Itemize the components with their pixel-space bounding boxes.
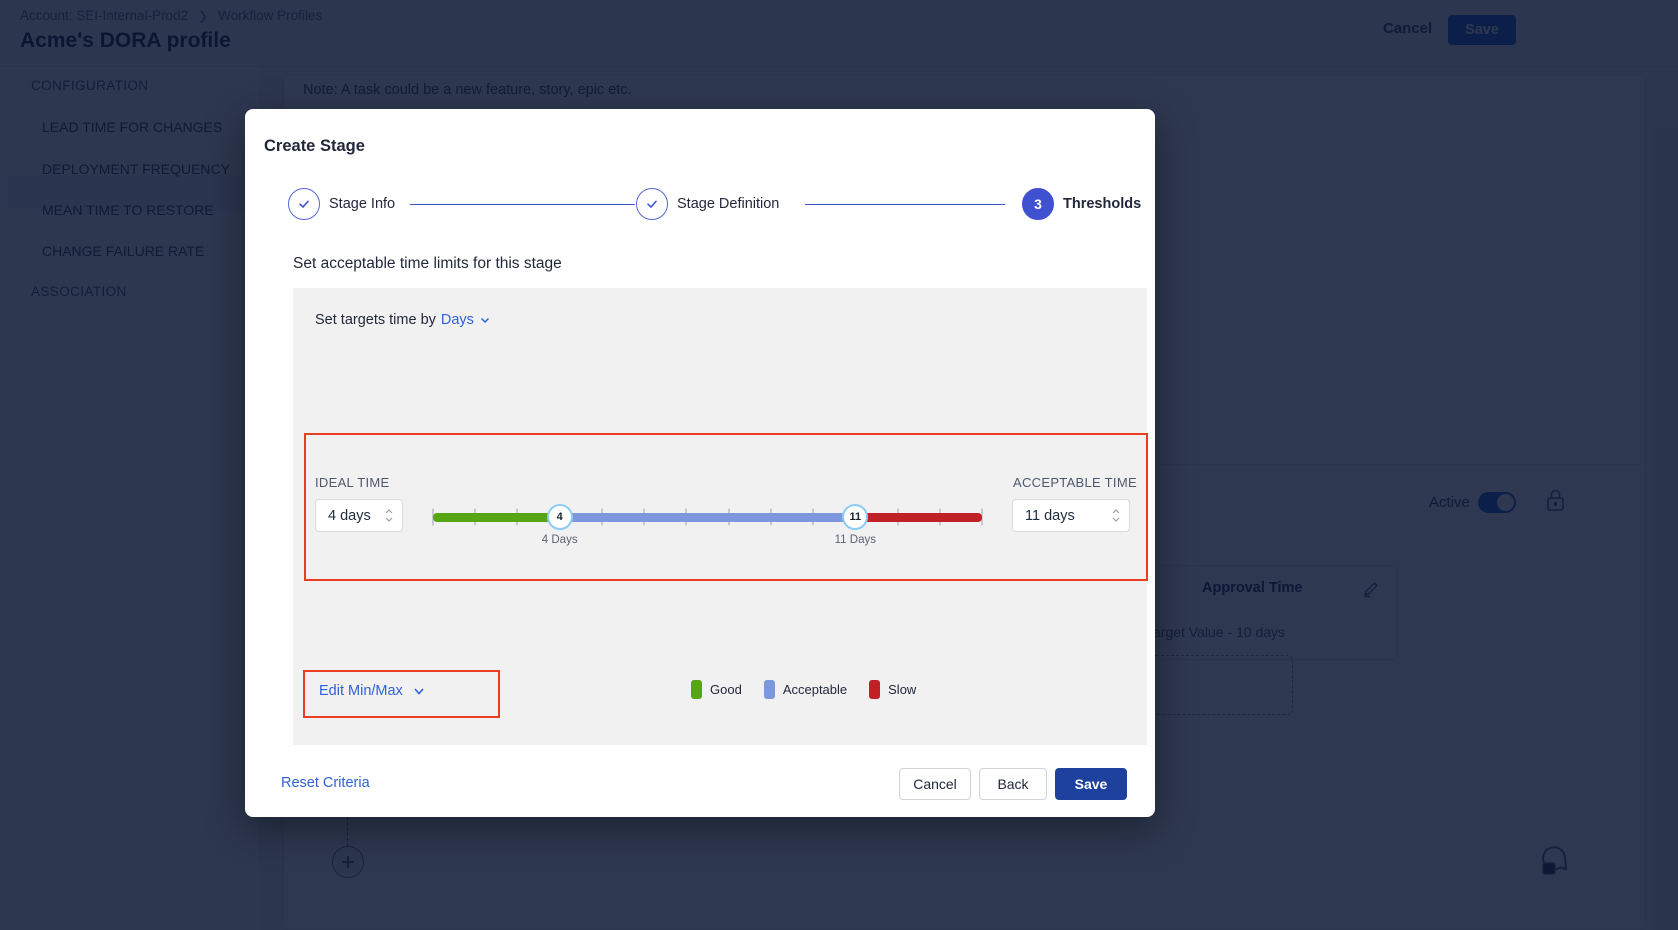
step-1-circle[interactable] <box>288 188 320 220</box>
ideal-input-stepper[interactable] <box>385 509 402 522</box>
legend-swatch-good <box>691 680 702 699</box>
slider-acceptable-day-label: 11 Days <box>834 534 876 546</box>
slider-segment-good <box>433 512 560 522</box>
legend-label-acceptable: Acceptable <box>782 682 848 697</box>
step-3-circle[interactable]: 3 <box>1022 188 1054 220</box>
check-icon <box>647 200 657 209</box>
caret-up-icon[interactable] <box>1112 509 1120 514</box>
targets-unit-dropdown[interactable]: Days <box>440 312 474 328</box>
annotation-highlight-slider <box>304 433 1148 581</box>
step-2-circle[interactable] <box>636 188 668 220</box>
create-stage-modal: Create Stage Stage Info Stage Definition… <box>245 109 1155 817</box>
step-2-label[interactable]: Stage Definition <box>677 196 780 212</box>
check-icon <box>299 200 309 209</box>
legend-label-slow: Slow <box>888 682 917 697</box>
acceptable-time-input[interactable] <box>1013 507 1112 524</box>
modal-back-button[interactable]: Back <box>979 768 1047 800</box>
slider-legend: Good Acceptable Slow <box>691 680 916 699</box>
legend-swatch-acceptable <box>763 680 775 699</box>
threshold-slider: 4 11 4 Days 11 Days <box>432 494 983 546</box>
ideal-time-label: IDEAL TIME <box>315 475 390 490</box>
step-3-number: 3 <box>1034 196 1042 212</box>
slider-handle-ideal-value: 4 <box>556 511 563 523</box>
step-1-label[interactable]: Stage Info <box>329 196 396 212</box>
modal-title: Create Stage <box>264 137 365 155</box>
slider-segment-slow <box>855 512 982 522</box>
slider-segment-acceptable <box>559 512 856 522</box>
reset-criteria-link[interactable]: Reset Criteria <box>281 775 370 791</box>
caret-down-icon[interactable] <box>385 517 393 522</box>
edit-minmax-button[interactable]: Edit Min/Max <box>319 683 426 699</box>
modal-subtitle: Set acceptable time limits for this stag… <box>293 255 562 272</box>
set-targets-row: Set targets time by Days <box>315 312 491 328</box>
step-connector-2 <box>805 204 1005 205</box>
acceptable-input-stepper[interactable] <box>1112 509 1129 522</box>
ideal-time-input[interactable] <box>316 507 385 524</box>
legend-swatch-slow <box>869 680 881 699</box>
slider-handle-ideal[interactable]: 4 <box>546 504 573 530</box>
caret-down-icon[interactable] <box>1112 517 1120 522</box>
slider-tick <box>981 508 983 526</box>
set-targets-label: Set targets time by <box>315 312 436 328</box>
thresholds-panel: Set targets time by Days IDEAL TIME 4 <box>293 288 1148 745</box>
acceptable-time-label: ACCEPTABLE TIME <box>1013 475 1137 490</box>
legend-item-good: Good <box>691 680 742 699</box>
slider-ideal-day-label: 4 Days <box>541 534 578 546</box>
modal-save-button[interactable]: Save <box>1055 768 1127 800</box>
slider-handle-acceptable-value: 11 <box>849 511 862 523</box>
ideal-time-input-wrap <box>315 499 403 532</box>
legend-item-slow: Slow <box>869 680 916 699</box>
edit-minmax-label: Edit Min/Max <box>319 683 403 699</box>
modal-cancel-button[interactable]: Cancel <box>899 768 971 800</box>
annotation-highlight-edit-minmax <box>303 670 500 718</box>
legend-item-acceptable: Acceptable <box>763 680 848 699</box>
chevron-down-icon[interactable] <box>479 314 491 326</box>
step-3-label: Thresholds <box>1063 196 1142 212</box>
chevron-down-icon <box>414 688 424 695</box>
step-connector-1 <box>410 204 635 205</box>
acceptable-time-input-wrap <box>1012 499 1130 532</box>
caret-up-icon[interactable] <box>385 509 393 514</box>
slider-handle-acceptable[interactable]: 11 <box>842 504 869 530</box>
legend-label-good: Good <box>710 682 742 697</box>
